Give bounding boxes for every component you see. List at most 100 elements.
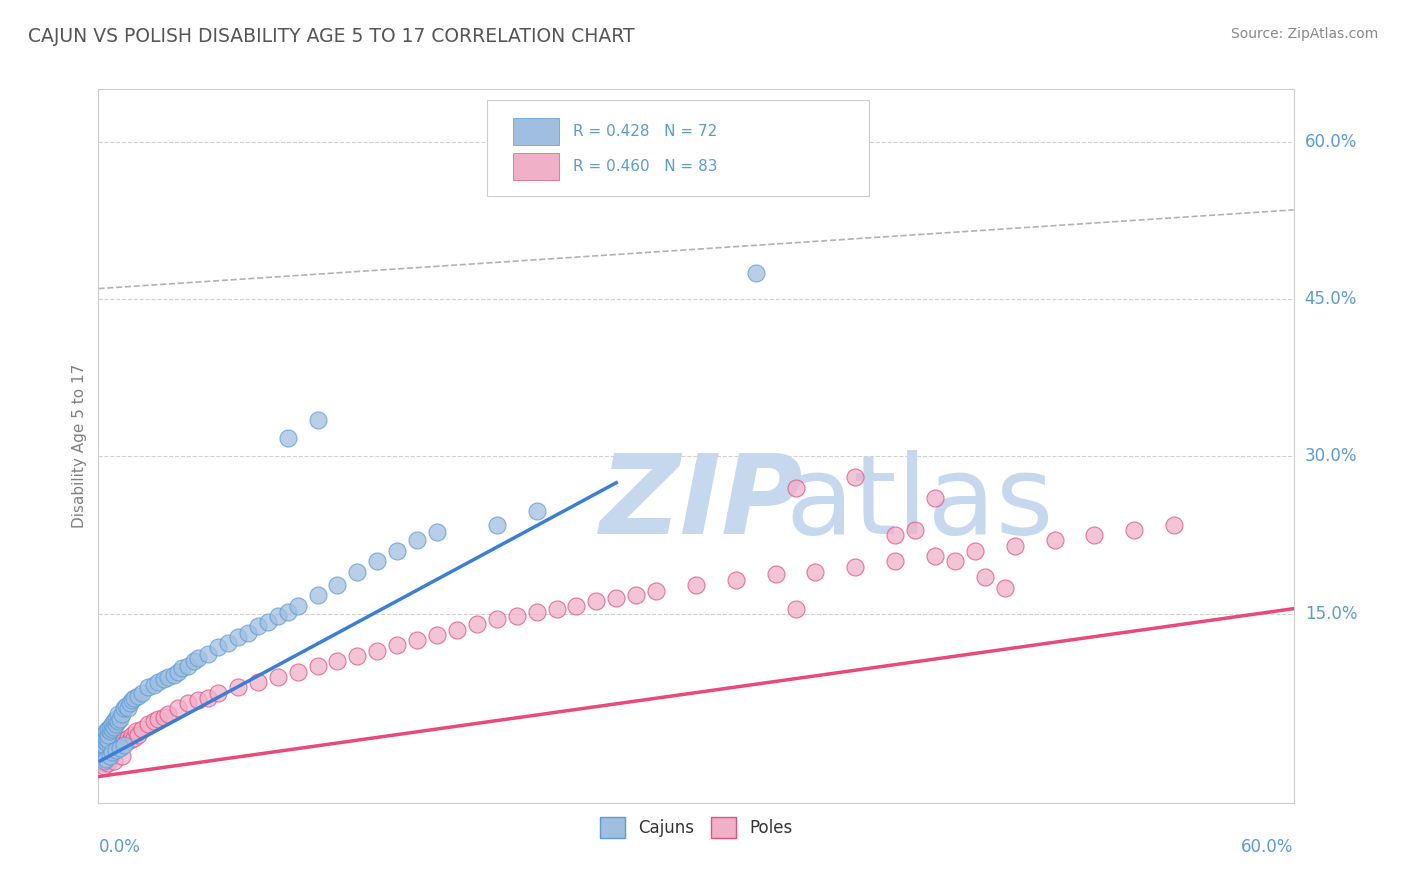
Point [1083, 528, 1105, 542]
Text: 45.0%: 45.0% [1305, 290, 1357, 308]
Point [101, 741, 124, 756]
Point [93, 738, 115, 752]
Point [97, 752, 120, 766]
Point [277, 431, 299, 445]
Point [256, 615, 278, 630]
Point [207, 640, 229, 655]
Text: CAJUN VS POLISH DISABILITY AGE 5 TO 17 CORRELATION CHART: CAJUN VS POLISH DISABILITY AGE 5 TO 17 C… [28, 27, 634, 45]
Point [93, 728, 115, 742]
Y-axis label: Disability Age 5 to 17: Disability Age 5 to 17 [72, 364, 87, 528]
Point [93, 748, 115, 763]
Point [1004, 539, 1026, 553]
Point [246, 675, 269, 690]
Point [187, 651, 209, 665]
Point [107, 706, 129, 721]
Point [994, 581, 1017, 595]
Point [506, 609, 529, 624]
Text: 60.0%: 60.0% [1241, 838, 1294, 855]
Point [426, 524, 449, 539]
Point [167, 665, 190, 679]
Point [963, 544, 986, 558]
Point [163, 667, 186, 681]
Point [127, 728, 149, 742]
Point [131, 723, 153, 737]
Point [326, 577, 349, 591]
Text: 15.0%: 15.0% [1305, 605, 1357, 623]
Point [943, 554, 966, 568]
Point [287, 665, 309, 679]
Point [93, 732, 115, 747]
Point [884, 528, 907, 542]
Point [197, 647, 219, 661]
Text: 60.0%: 60.0% [1305, 133, 1357, 151]
Point [346, 565, 368, 579]
Point [105, 712, 128, 726]
Point [93, 759, 115, 773]
Point [96, 752, 118, 766]
Point [120, 696, 142, 710]
Point [97, 756, 120, 770]
Point [105, 738, 128, 752]
FancyBboxPatch shape [486, 100, 869, 196]
Point [96, 735, 118, 749]
Point [207, 685, 229, 699]
Point [645, 583, 668, 598]
Point [97, 743, 120, 757]
Point [177, 696, 200, 710]
Point [844, 559, 866, 574]
Point [148, 712, 170, 726]
Point [924, 549, 946, 564]
Point [426, 628, 449, 642]
Point [115, 735, 138, 749]
Point [485, 517, 508, 532]
Point [844, 470, 866, 484]
Point [1123, 523, 1146, 537]
Point [96, 754, 118, 768]
Point [307, 659, 329, 673]
Point [226, 630, 249, 644]
Point [157, 706, 180, 721]
Point [217, 636, 239, 650]
Point [96, 746, 118, 760]
Point [127, 689, 149, 703]
Point [89, 743, 111, 757]
Point [124, 731, 146, 745]
Point [236, 625, 259, 640]
Point [226, 681, 249, 695]
Text: atlas: atlas [786, 450, 1054, 557]
Point [1163, 517, 1185, 532]
Point [98, 724, 122, 739]
Point [121, 693, 143, 707]
Point [446, 623, 468, 637]
Bar [513, 118, 558, 145]
Point [103, 720, 125, 734]
Point [267, 609, 290, 624]
Point [904, 523, 927, 537]
Point [326, 654, 349, 668]
Point [125, 724, 148, 739]
Point [157, 670, 180, 684]
Point [526, 605, 548, 619]
Point [107, 714, 129, 728]
Point [110, 735, 132, 749]
Point [277, 605, 299, 619]
Bar [513, 153, 558, 179]
Legend: Cajuns, Poles: Cajuns, Poles [593, 811, 799, 845]
Point [117, 701, 139, 715]
Point [526, 504, 548, 518]
Point [101, 746, 124, 760]
Text: R = 0.428   N = 72: R = 0.428 N = 72 [572, 124, 717, 139]
Point [924, 491, 946, 506]
Point [96, 731, 118, 745]
Point [485, 612, 508, 626]
Point [385, 544, 409, 558]
Point [153, 710, 176, 724]
Point [89, 754, 111, 768]
Point [1043, 533, 1066, 548]
Point [120, 732, 142, 747]
Point [97, 723, 120, 737]
Point [111, 706, 134, 721]
Point [385, 639, 409, 653]
Point [117, 731, 139, 745]
Point [565, 599, 588, 613]
